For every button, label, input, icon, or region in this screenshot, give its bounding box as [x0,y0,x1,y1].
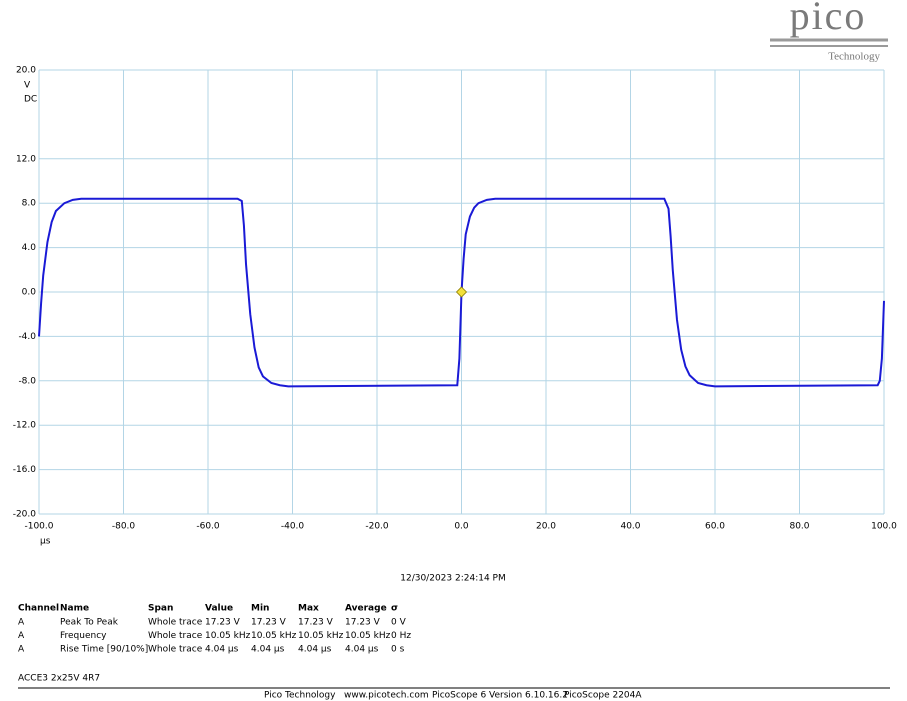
table-cell: Whole trace [148,631,203,641]
y-coupling: DC [24,95,37,105]
table-cell: 4.04 µs [205,645,239,655]
table-header: σ [391,604,398,614]
y-tick-label: 12.0 [16,154,36,164]
y-unit: V [24,81,31,91]
trace [38,197,885,388]
footer: Pico Technology www.picotech.com PicoScope… [264,691,642,701]
table-cell: A [18,631,25,641]
y-tick-label: -4.0 [18,332,36,342]
x-tick-label: -40.0 [281,522,305,532]
trigger-marker [455,286,468,298]
logo-tagline: Technology [828,51,880,63]
table-cell: 0 V [391,618,407,628]
table-cell: 17.23 V [345,618,381,628]
table-cell: 10.05 kHz [205,631,251,641]
x-tick-label: -60.0 [196,522,220,532]
y-tick-label: -12.0 [13,421,37,431]
table-cell: 10.05 kHz [298,631,344,641]
table-cell: Frequency [60,631,107,641]
logo: pico [790,0,867,38]
table-cell: 17.23 V [251,618,287,628]
table-header: Value [205,604,233,614]
y-tick-label: 0.0 [22,288,37,298]
x-tick-label: 60.0 [705,522,725,532]
table-cell: 10.05 kHz [251,631,297,641]
x-tick-label: -80.0 [112,522,136,532]
table-header: Max [298,604,319,614]
plot: 20.0 12.0 8.0 4.0 0.0 -4.0 -8.0 -12.0 -16.0 -20.0… [13,66,897,532]
table-header: Min [251,604,269,614]
table-cell: 4.04 µs [298,645,332,655]
table-header: Span [148,604,173,614]
measurement-table: Channel Name Span Value Min Max Average σ A Peak … [18,604,411,655]
x-tick-label: 80.0 [789,522,809,532]
table-cell: Whole trace [148,645,203,655]
table-cell: A [18,618,25,628]
table-cell: Rise Time [90/10%] [60,645,148,655]
table-cell: 10.05 kHz [345,631,391,641]
x-tick-label: -20.0 [365,522,389,532]
y-tick-label: 8.0 [22,199,37,209]
footer-text: www.picotech.com [344,691,429,701]
x-tick-label: 40.0 [620,522,640,532]
x-tick-label: -100.0 [24,522,53,532]
table-cell: Peak To Peak [60,618,119,628]
y-tick-label: 4.0 [22,243,37,253]
x-unit: µs [40,537,51,547]
y-tick-label: -16.0 [13,465,37,475]
y-tick-label: -8.0 [18,376,36,386]
table-cell: 17.23 V [205,618,241,628]
table-cell: 0 s [391,645,405,655]
table-header: Name [60,604,89,614]
x-tick-label: 100.0 [871,522,897,532]
footer-text: PicoScope 6 Version 6.10.16.2 [432,691,568,701]
timestamp: 12/30/2023 2:24:14 PM [400,574,505,584]
table-header: Channel [18,604,59,614]
table-cell: 4.04 µs [345,645,379,655]
table-header: Average [345,604,387,614]
table-cell: 17.23 V [298,618,334,628]
table-cell: 0 Hz [391,631,411,641]
y-tick-label: -20.0 [13,510,37,520]
table-cell: Whole trace [148,618,203,628]
table-cell: 4.04 µs [251,645,285,655]
table-cell: A [18,645,25,655]
x-tick-label: 20.0 [536,522,556,532]
y-tick-label: 20.0 [16,66,36,76]
x-tick-label: 0.0 [454,522,469,532]
footer-text: PicoScope 2204A [564,691,642,701]
footer-text: Pico Technology [264,691,336,701]
note: ACCE3 2x25V 4R7 [18,674,100,684]
